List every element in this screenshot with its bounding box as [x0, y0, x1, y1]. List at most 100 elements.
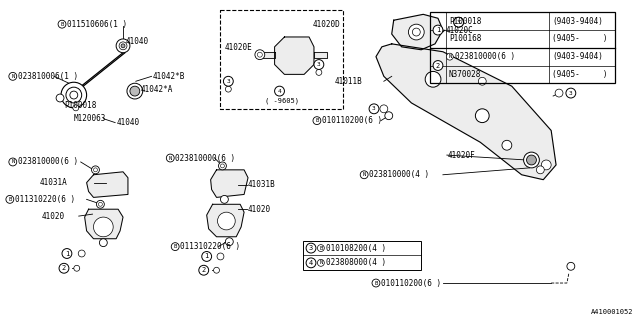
Text: P100168: P100168 [449, 35, 481, 44]
Polygon shape [376, 44, 556, 180]
Circle shape [73, 105, 79, 111]
Text: 41040: 41040 [116, 118, 140, 127]
Text: N370028: N370028 [449, 70, 481, 79]
Circle shape [566, 88, 576, 98]
Circle shape [408, 24, 424, 40]
Circle shape [58, 20, 66, 28]
Circle shape [119, 42, 127, 50]
Circle shape [66, 87, 82, 103]
Text: 3: 3 [309, 245, 313, 251]
Circle shape [172, 243, 179, 251]
Polygon shape [84, 209, 123, 239]
Text: (9403-9404): (9403-9404) [552, 52, 603, 61]
Circle shape [9, 72, 17, 80]
Text: N: N [11, 74, 15, 79]
Circle shape [121, 44, 125, 48]
Text: B: B [316, 118, 319, 123]
Text: 41040: 41040 [126, 37, 149, 46]
Text: 1: 1 [436, 27, 440, 33]
Text: N: N [362, 172, 366, 177]
Circle shape [61, 82, 86, 108]
Circle shape [372, 279, 380, 287]
Text: 41031A: 41031A [40, 178, 67, 187]
Circle shape [199, 265, 209, 275]
Text: N: N [169, 156, 172, 161]
Circle shape [220, 164, 225, 168]
Text: 41042*A: 41042*A [141, 84, 173, 94]
Circle shape [502, 140, 512, 150]
Circle shape [70, 91, 77, 99]
Text: 41011B: 41011B [335, 77, 362, 86]
Text: 41020F: 41020F [448, 151, 476, 160]
Circle shape [59, 263, 69, 273]
Circle shape [433, 60, 443, 70]
Circle shape [93, 168, 97, 172]
Text: 41020D: 41020D [313, 20, 340, 29]
Text: 41020: 41020 [42, 212, 65, 220]
Text: B: B [319, 245, 323, 251]
Polygon shape [392, 14, 443, 50]
Text: 41031B: 41031B [248, 180, 276, 189]
Text: 011310220(6 ): 011310220(6 ) [180, 242, 240, 251]
Text: 1: 1 [205, 253, 209, 260]
Circle shape [217, 253, 224, 260]
Text: 023808000(4 ): 023808000(4 ) [326, 258, 386, 267]
Circle shape [92, 166, 99, 174]
Circle shape [255, 50, 265, 60]
Circle shape [116, 39, 130, 53]
Circle shape [202, 252, 212, 261]
Circle shape [433, 25, 443, 35]
Circle shape [536, 166, 544, 174]
Circle shape [524, 152, 540, 168]
Circle shape [369, 104, 379, 114]
Circle shape [130, 86, 140, 96]
Text: 3: 3 [569, 91, 573, 96]
Text: 41020C: 41020C [446, 26, 474, 35]
Circle shape [9, 158, 17, 166]
Circle shape [56, 94, 64, 102]
Circle shape [97, 200, 104, 208]
Text: (9405-     ): (9405- ) [552, 70, 607, 79]
Text: 010110200(6 ): 010110200(6 ) [322, 116, 382, 125]
Circle shape [225, 238, 233, 246]
Polygon shape [207, 204, 244, 237]
Text: 3: 3 [372, 106, 376, 111]
Circle shape [360, 171, 368, 179]
Polygon shape [260, 52, 275, 58]
Text: (9405-     ): (9405- ) [552, 35, 607, 44]
Circle shape [567, 262, 575, 270]
Text: (9403-9404): (9403-9404) [552, 17, 603, 26]
Text: 4: 4 [309, 260, 313, 266]
Circle shape [99, 202, 102, 206]
Circle shape [476, 109, 489, 123]
Circle shape [74, 265, 80, 271]
Circle shape [446, 53, 453, 60]
Text: 41020: 41020 [248, 205, 271, 214]
Polygon shape [314, 52, 327, 58]
Circle shape [62, 249, 72, 259]
Circle shape [223, 76, 233, 86]
Circle shape [380, 105, 388, 113]
Circle shape [306, 258, 316, 268]
Text: 3: 3 [227, 79, 230, 84]
Text: M120063: M120063 [74, 114, 106, 123]
Text: P100018: P100018 [64, 101, 97, 110]
Circle shape [127, 83, 143, 99]
Text: B: B [60, 22, 63, 27]
Polygon shape [86, 172, 128, 197]
Text: ( -9605): ( -9605) [265, 98, 299, 104]
Text: P100018: P100018 [449, 17, 481, 26]
Circle shape [541, 160, 551, 170]
Text: 023810000(6 ): 023810000(6 ) [454, 52, 515, 61]
Text: 41020E: 41020E [225, 43, 252, 52]
Text: 3: 3 [317, 62, 321, 67]
Circle shape [225, 86, 231, 92]
Text: 41042*B: 41042*B [152, 72, 185, 81]
Text: 023810000(4 ): 023810000(4 ) [369, 170, 429, 179]
Circle shape [78, 250, 85, 257]
Bar [430, 12, 615, 83]
Circle shape [555, 89, 563, 97]
Bar [303, 241, 421, 270]
Circle shape [306, 243, 316, 253]
Text: 4: 4 [278, 89, 282, 94]
